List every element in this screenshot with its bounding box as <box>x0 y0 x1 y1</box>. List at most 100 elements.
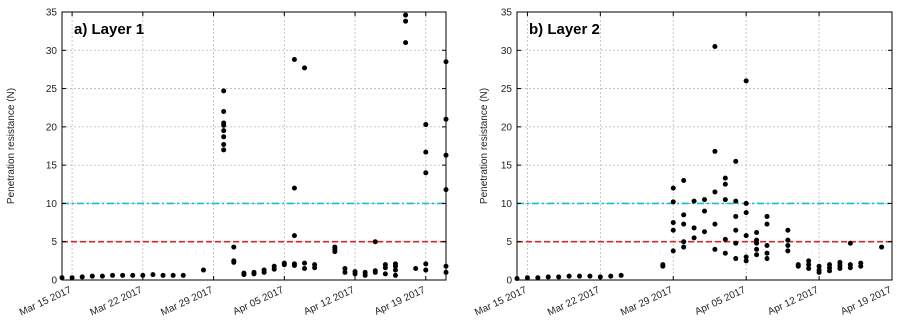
y-tick-label: 20 <box>501 122 513 133</box>
data-point <box>764 250 770 256</box>
data-point <box>670 199 676 205</box>
data-point <box>413 266 419 272</box>
plot-frame <box>61 11 447 281</box>
data-point <box>403 40 409 46</box>
y-tick-label: 5 <box>51 237 57 248</box>
data-point <box>221 88 227 94</box>
data-point <box>221 128 227 134</box>
data-point <box>785 227 791 233</box>
panel-title: b) Layer 2 <box>529 21 600 38</box>
data-point <box>577 273 582 279</box>
y-tick-label: 35 <box>501 8 513 19</box>
data-point <box>261 267 267 273</box>
data-point <box>618 272 624 278</box>
data-point <box>291 233 297 239</box>
data-point <box>535 275 541 281</box>
data-point <box>722 236 728 242</box>
data-point <box>332 244 338 250</box>
data-point <box>423 170 429 176</box>
y-tick-label: 5 <box>506 237 512 248</box>
x-tick-label: Apr 12 2017 <box>302 285 356 318</box>
x-tick-label: Apr 19 2017 <box>373 285 427 318</box>
data-point <box>785 237 791 243</box>
x-tick-label: Mar 29 2017 <box>619 285 675 319</box>
data-point <box>362 269 368 275</box>
data-point <box>764 243 770 249</box>
x-tick-label: Mar 15 2017 <box>473 285 529 319</box>
x-tick-label: Mar 29 2017 <box>159 285 215 319</box>
x-tick-label: Mar 22 2017 <box>546 285 602 319</box>
data-point <box>764 221 770 227</box>
data-point <box>150 272 156 278</box>
data-point <box>403 18 409 24</box>
data-point <box>754 252 760 258</box>
data-point <box>281 260 287 266</box>
data-point <box>847 240 853 246</box>
data-point <box>120 272 126 278</box>
y-tick-label: 20 <box>46 122 58 133</box>
panel-layer-2: 0 5 10 15 20 25 30 35 Mar 15 2017 Mar 22 2017 Mar … <box>473 8 894 319</box>
data-point <box>733 158 739 164</box>
data-point <box>806 266 812 272</box>
data-point <box>423 122 429 128</box>
data-point <box>302 266 308 272</box>
data-point <box>79 274 85 280</box>
data-point <box>691 225 697 231</box>
data-point <box>764 213 770 219</box>
data-point <box>251 269 257 275</box>
data-point <box>221 134 227 140</box>
data-point <box>681 177 687 183</box>
y-tick-label: 15 <box>46 161 58 172</box>
data-point <box>816 267 822 273</box>
data-point <box>291 261 297 267</box>
data-point <box>89 273 95 279</box>
data-point <box>291 185 297 191</box>
data-point <box>733 227 739 233</box>
data-point <box>733 240 739 246</box>
data-point <box>743 78 749 84</box>
data-point <box>785 248 791 254</box>
x-tick-label: Mar 22 2017 <box>89 285 145 319</box>
data-point <box>231 258 237 264</box>
data-point <box>795 262 801 268</box>
data-point <box>722 175 728 181</box>
data-point <box>566 273 572 279</box>
y-tick-label: 30 <box>46 46 58 57</box>
data-point <box>342 266 348 272</box>
data-point <box>743 210 749 216</box>
data-point <box>221 109 227 115</box>
data-point <box>403 12 409 18</box>
x-tick-label: Apr 19 2017 <box>839 285 893 318</box>
data-point <box>785 243 791 249</box>
data-point <box>382 262 388 268</box>
data-point <box>660 262 666 268</box>
data-point <box>712 148 718 154</box>
y-tick-label: 0 <box>51 276 57 287</box>
data-point <box>231 244 237 250</box>
data-point <box>271 263 277 269</box>
data-point <box>670 220 676 226</box>
data-point <box>200 267 206 273</box>
data-point <box>130 272 136 278</box>
data-point <box>392 261 398 267</box>
plot-frame <box>516 11 893 281</box>
data-point <box>733 198 739 204</box>
data-point <box>681 221 687 227</box>
data-point <box>816 263 822 269</box>
y-tick-label: 15 <box>501 161 513 172</box>
y-tick-label: 30 <box>501 46 513 57</box>
y-axis-label: Penetration resistance (N) <box>6 88 17 204</box>
data-point <box>712 43 718 49</box>
data-point <box>221 120 227 126</box>
data-point <box>170 272 176 278</box>
y-tick-label: 0 <box>506 276 512 287</box>
data-point <box>140 272 146 278</box>
data-point <box>733 256 739 262</box>
data-point <box>423 149 429 155</box>
x-tick-label: Mar 15 2017 <box>18 285 74 319</box>
data-point <box>670 185 676 191</box>
data-point <box>221 147 227 153</box>
data-point <box>392 272 398 278</box>
data-point <box>392 267 398 273</box>
